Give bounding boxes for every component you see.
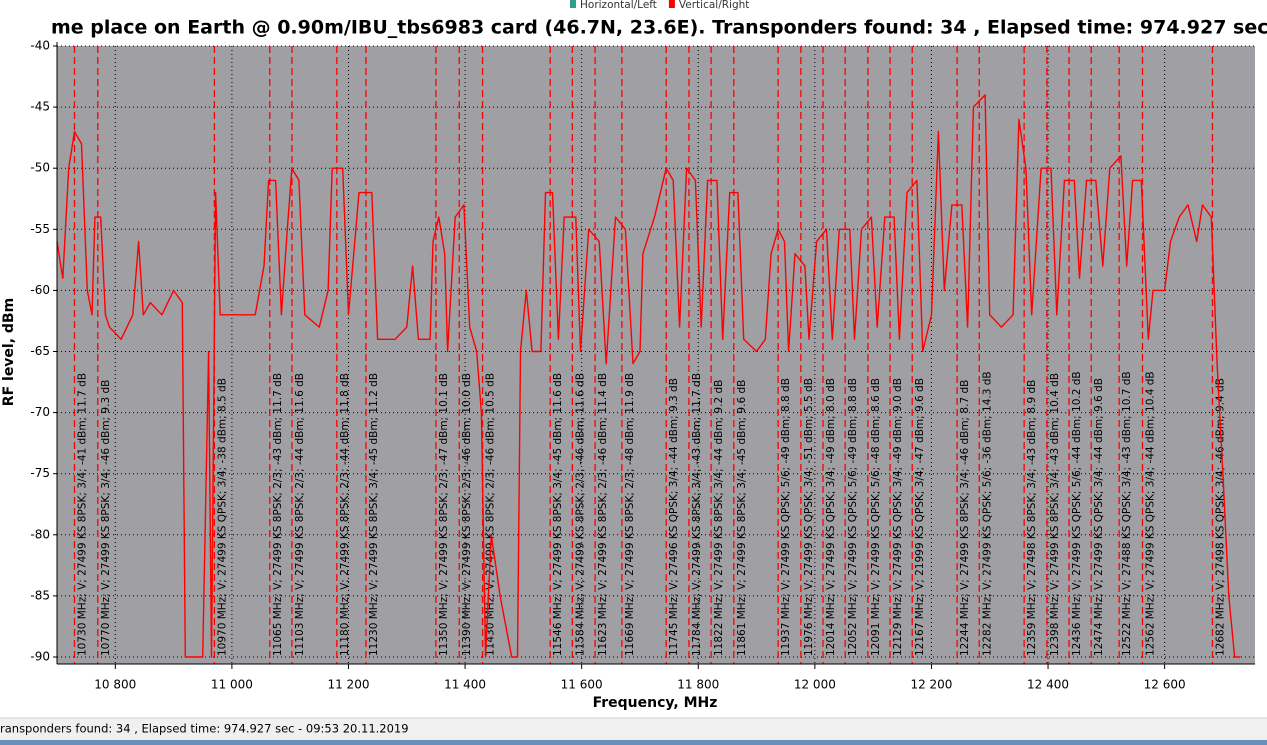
chart-title: me place on Earth @ 0.90m/IBU_tbs6983 ca…	[51, 17, 1267, 39]
marker-label: 12129 MHz; V; 27499 KS QPSK; 3/4; -49 dB…	[892, 378, 904, 656]
marker-label: 11180 MHz; V; 27499 KS 8PSK; 2/3; -44 dB…	[339, 373, 351, 656]
marker-label: 12522 MHz; V; 27488 KS QPSK; 3/4; -43 dB…	[1121, 371, 1133, 656]
x-tick-label: 11 400	[444, 678, 486, 692]
marker-label: 11745 MHz; V; 27496 KS QPSK; 3/4; -44 dB…	[668, 378, 680, 656]
marker-label: 12014 MHz; V; 27499 KS QPSK; 3/4; -49 dB…	[825, 378, 837, 656]
trace	[56, 94, 1241, 658]
marker-label: 11065 MHz; V; 27499 KS 8PSK; 2/3; -43 dB…	[272, 373, 284, 656]
y-axis-label: RF level, dBm	[1, 298, 17, 406]
status-text: ransponders found: 34 , Elapsed time: 97…	[0, 722, 409, 736]
marker-label: 12052 MHz; V; 27499 KS QPSK; 5/6; -49 dB…	[847, 378, 859, 656]
y-tick-label: -75	[30, 466, 50, 480]
x-tick-label: 11 000	[211, 678, 253, 692]
marker-label: 11861 MHz; V; 27499 KS 8PSK; 3/4; -45 dB…	[736, 380, 748, 656]
legend-swatch	[668, 0, 675, 8]
y-tick-label: -90	[30, 650, 50, 664]
marker-label: 12359 MHz; V; 27498 KS 8PSK; 3/4; -43 dB…	[1026, 380, 1038, 656]
marker-label: 11390 MHz; V; 27499 KS 8PSK; 2/3; -46 dB…	[461, 373, 473, 656]
y-tick-label: -50	[30, 161, 50, 175]
marker-label: 11937 MHz; V; 27499 KS QPSK; 5/6; -49 dB…	[780, 378, 792, 656]
spectrum-line	[56, 94, 1241, 658]
x-tick-label: 11 200	[327, 678, 369, 692]
y-tick-label: -70	[30, 405, 50, 419]
title-bar	[0, 8, 1267, 42]
x-tick-label: 10 800	[94, 678, 136, 692]
y-tick-label: -40	[30, 39, 50, 53]
x-axis-label: Frequency, MHz	[593, 695, 718, 711]
marker-label: 12091 MHz; V; 27499 KS QPSK; 5/6; -48 dB…	[870, 378, 882, 656]
marker-label: 12244 MHz; V; 27499 KS 8PSK; 3/4; -46 dB…	[959, 380, 971, 656]
marker-label: 11103 MHz; V; 27499 KS 8PSK; 2/3; -44 dB…	[294, 373, 306, 656]
y-tick-label: -60	[30, 283, 50, 297]
y-tick-label: -45	[30, 100, 50, 114]
marker-label: 11669 MHz; V; 27499 KS 8PSK; 2/3; -48 dB…	[624, 373, 636, 656]
marker-label: 12282 MHz; V; 27499 KS QPSK; 5/6; -36 dB…	[981, 371, 993, 656]
y-tick-label: -65	[30, 344, 50, 358]
y-tick-label: -80	[30, 527, 50, 541]
x-tick-label: 11 600	[561, 678, 603, 692]
marker-label: 11976 MHz; V; 27499 KS QPSK; 3/4; -51 dB…	[803, 378, 815, 656]
marker-label: 10770 MHz; V; 27499 KS 8PSK; 3/4; -46 dB…	[100, 380, 112, 656]
plot-area	[57, 46, 1255, 664]
x-tick-label: 12 200	[910, 678, 952, 692]
legend: Horizontal/Left Vertical/Right	[570, 0, 749, 11]
y-tick-label: -85	[30, 588, 50, 602]
marker-label: 11546 MHz; V; 27499 KS 8PSK; 3/4; -45 dB…	[552, 373, 564, 656]
legend-label: Vertical/Right	[679, 0, 750, 11]
marker-label: 11822 MHz; V; 27499 KS 8PSK; 3/4; -44 dB…	[713, 380, 725, 656]
marker-label: 12682 MHz; V; 27498 KS QPSK; 3/4; -46 dB…	[1214, 378, 1226, 656]
transponder-markers: 10730 MHz; V; 27499 KS 8PSK; 3/4; -41 dB…	[73, 46, 1226, 664]
marker-label: 11584 MHz; V; 27499 KS 8PSK; 2/3; -46 dB…	[574, 373, 586, 656]
marker-label: 10970 MHz; V; 27499 KS QPSK; 3/4; -38 dB…	[216, 378, 228, 656]
x-tick-label: 11 800	[677, 678, 719, 692]
marker-label: 12562 MHz; V; 27499 KS QPSK; 3/4; -44 dB…	[1144, 371, 1156, 656]
marker-label: 10730 MHz; V; 27499 KS 8PSK; 3/4; -41 dB…	[76, 373, 88, 656]
legend-label: Horizontal/Left	[580, 0, 657, 11]
y-tick-label: -55	[30, 222, 50, 236]
marker-label: 12167 MHz; V; 21999 KS QPSK; 3/4; -47 dB…	[914, 378, 926, 656]
taskbar	[0, 740, 1267, 745]
x-tick-label: 12 600	[1144, 678, 1186, 692]
status-bar	[0, 718, 1267, 740]
marker-label: 11350 MHz; V; 27499 KS 8PSK; 2/3; -47 dB…	[438, 373, 450, 656]
x-tick-label: 12 000	[794, 678, 836, 692]
grid	[57, 45, 1255, 664]
marker-label: 12436 MHz; V; 27499 KS QPSK; 5/6; -44 dB…	[1071, 371, 1083, 656]
x-tick-label: 12 400	[1027, 678, 1069, 692]
marker-label: 11430 MHz; V; 27499 KS 8PSK; 2/3; -46 dB…	[485, 373, 497, 656]
marker-label: 12398 MHz; V; 27499 KS 8PSK; 3/4; -43 dB…	[1049, 373, 1061, 656]
marker-label: 12474 MHz; V; 27499 KS QPSK; 3/4; -44 dB…	[1093, 378, 1105, 656]
marker-label: 11623 MHz; V; 27499 KS 8PSK; 2/3; -46 dB…	[597, 373, 609, 656]
marker-label: 11230 MHz; V; 27499 KS 8PSK; 3/4; -45 dB…	[368, 373, 380, 656]
marker-label: 11784 MHz; V; 27499 KS 8PSK; 3/4; -43 dB…	[691, 373, 703, 656]
legend-swatch	[570, 0, 576, 8]
